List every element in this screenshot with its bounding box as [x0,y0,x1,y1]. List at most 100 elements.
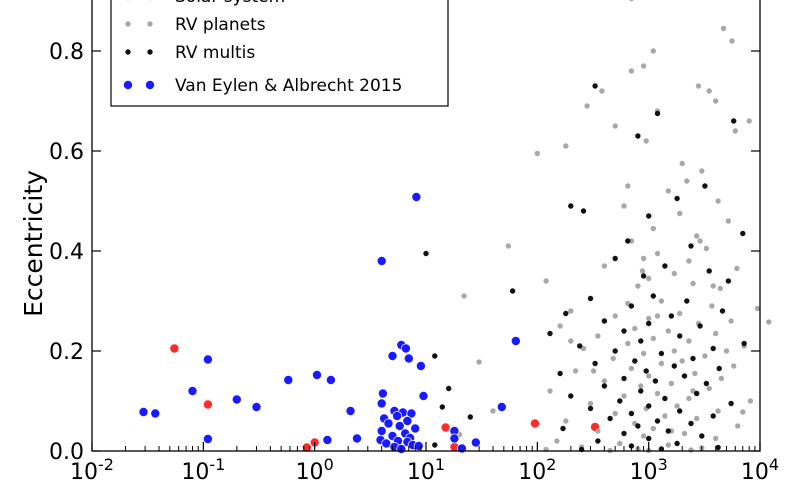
point-rv-planets-82 [706,385,712,392]
point-rv-planets-32 [654,250,661,257]
point-van-eylen-albrecht-2015-30 [410,423,421,434]
point-rv-planets-70 [679,358,685,364]
point-van-eylen-albrecht-2015-11 [325,374,336,385]
point-rv-multis-49 [703,380,710,387]
point-rv-multis-13 [612,255,618,262]
point-rv-planets-107 [665,442,671,448]
x-tick-label: 103 [630,455,668,480]
y-tick-label: 0.8 [49,40,84,65]
point-rv-multis-27 [646,320,652,327]
point-rv-planets-5 [640,63,647,69]
legend-marker [147,0,153,1]
point-solar-system-0 [169,343,180,354]
point-rv-planets-49 [568,308,574,314]
point-rv-planets-30 [505,243,512,249]
point-rv-planets-120 [654,313,661,319]
point-rv-multis-46 [681,373,688,379]
point-rv-planets-37 [671,270,677,277]
point-rv-planets-43 [461,293,467,299]
point-rv-planets-21 [684,178,690,184]
point-rv-planets-116 [723,348,730,354]
point-van-eylen-albrecht-2015-6 [387,350,398,361]
point-rv-multis-56 [617,398,623,404]
point-van-eylen-albrecht-2015-19 [345,405,356,416]
point-rv-multis-65 [607,415,613,422]
point-van-eylen-albrecht-2015-16 [251,401,262,412]
point-rv-planets-56 [557,323,563,329]
x-tick-label: 10-1 [181,455,225,480]
point-rv-multis-17 [725,278,732,284]
point-rv-planets-88 [587,400,594,407]
point-rv-multis-73 [646,435,652,442]
point-rv-planets-68 [702,353,708,359]
point-solar-system-6 [529,418,540,429]
point-rv-planets-69 [610,355,616,362]
point-rv-planets-36 [734,265,740,272]
point-rv-multis-47 [621,375,627,382]
point-rv-multis-4 [702,183,708,189]
point-rv-multis-36 [612,348,618,354]
point-rv-planets-84 [654,390,661,397]
point-rv-planets-24 [621,203,627,209]
point-rv-planets-33 [640,255,647,262]
point-rv-multis-14 [662,263,668,269]
point-rv-planets-125 [697,238,703,244]
point-rv-planets-48 [754,305,761,312]
legend-marker [144,80,155,91]
x-tick-label: 100 [296,455,334,480]
point-rv-planets-22 [665,188,671,194]
point-rv-multis-74 [595,438,601,444]
point-rv-multis-9 [740,230,746,237]
point-rv-planets-79 [601,378,608,384]
point-rv-planets-77 [646,373,652,379]
point-rv-planets-47 [709,303,715,309]
point-rv-multis-78 [715,444,721,451]
point-rv-planets-51 [612,313,618,319]
legend-marker [125,21,131,27]
point-rv-planets-6 [628,68,635,74]
point-rv-multis-54 [568,393,574,399]
point-van-eylen-albrecht-2015-9 [283,374,294,385]
point-rv-planets-59 [713,330,719,337]
point-rv-multis-55 [662,395,668,402]
point-rv-multis-24 [563,310,569,317]
axes-layer: 10-2 10-1 100 101 102 103 104 0.0 0.2 0.4 0.6 0.8 [49,40,779,480]
point-rv-planets-23 [715,198,721,204]
point-van-eylen-albrecht-2015-29 [394,420,405,431]
point-rv-multis-18 [509,288,516,294]
point-solar-system-4 [440,422,451,433]
point-van-eylen-albrecht-2015-35 [202,433,213,444]
y-tick-label: 0.2 [49,340,84,365]
legend-marker [125,49,131,55]
point-rv-planets-16 [643,138,649,144]
x-tick-label: 101 [407,455,445,480]
point-rv-multis-66 [654,418,661,424]
point-rv-multis-42 [671,363,677,369]
point-rv-multis-67 [688,420,694,427]
point-rv-planets-25 [677,210,683,217]
point-rv-multis-1 [654,110,661,117]
point-rv-planets-100 [595,428,601,434]
x-tick-label: 102 [518,455,556,480]
point-rv-planets-83 [547,388,553,394]
point-van-eylen-albrecht-2015-18 [150,408,161,419]
point-rv-planets-63 [625,340,631,347]
point-rv-planets-65 [580,345,587,352]
point-rv-multis-68 [635,423,641,429]
point-rv-multis-16 [640,273,647,279]
point-rv-multis-79 [658,446,665,452]
point-van-eylen-albrecht-2015-5 [202,354,213,365]
legend-marker [125,0,131,1]
point-rv-multis-44 [643,368,649,374]
point-rv-planets-20 [699,168,705,174]
point-rv-planets-85 [621,393,627,399]
point-rv-planets-40 [690,280,696,287]
point-rv-multis-19 [650,293,656,299]
point-rv-multis-8 [646,213,652,219]
point-rv-multis-25 [668,313,675,319]
point-rv-multis-52 [638,388,644,394]
point-rv-planets-124 [639,268,646,274]
point-rv-planets-39 [543,278,549,284]
point-rv-multis-69 [560,425,566,432]
